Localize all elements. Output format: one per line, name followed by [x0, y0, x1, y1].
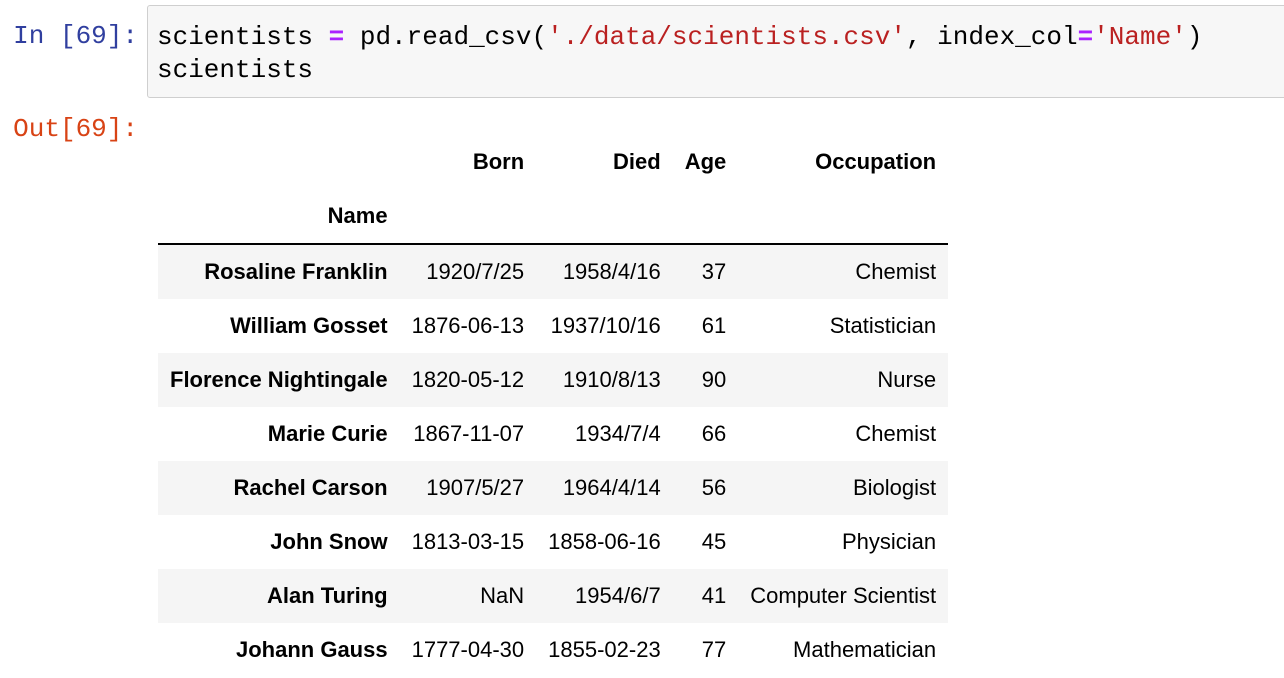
row-index-name: Rachel Carson [233, 475, 388, 500]
row-index-name: Florence Nightingale [170, 367, 388, 392]
input-prompt: In [69]: [13, 21, 138, 51]
table-row: Alan Turing NaN 1954/6/7 41 Computer Sci… [158, 569, 949, 623]
column-header-occupation: Occupation [815, 149, 937, 174]
cell-age: 41 [701, 583, 727, 608]
column-header-born: Born [472, 149, 525, 174]
table-row: Marie Curie 1867-11-07 1934/7/4 66 Chemi… [158, 407, 949, 461]
table-row: William Gosset 1876-06-13 1937/10/16 61 … [158, 299, 949, 353]
column-header-died: Died [613, 149, 661, 174]
index-name-header: Name [158, 189, 400, 245]
cell-age: 66 [701, 421, 727, 446]
code-editor[interactable]: scientists = pd.read_csv('./data/scienti… [157, 21, 1202, 87]
cell-age: 37 [701, 259, 727, 284]
code-token-operator: = [1077, 22, 1094, 52]
table-row: Florence Nightingale 1820-05-12 1910/8/1… [158, 353, 949, 407]
code-token: pd.read_csv( [344, 22, 548, 52]
code-token-operator: = [328, 22, 345, 52]
cell-age: 77 [701, 637, 727, 662]
row-index-name: John Snow [270, 529, 388, 554]
cell-died: 1910/8/13 [562, 367, 661, 392]
table-row: Rosaline Franklin 1920/7/25 1958/4/16 37… [158, 244, 949, 299]
cell-age: 45 [701, 529, 727, 554]
dataframe-table: Born Died Age Occupation Name Rosaline F… [158, 135, 949, 677]
cell-born: 1920/7/25 [426, 259, 525, 284]
row-index-name: Alan Turing [267, 583, 388, 608]
cell-born: 1867-11-07 [413, 421, 525, 446]
cell-born: 1820-05-12 [411, 367, 525, 392]
cell-born: 1907/5/27 [426, 475, 525, 500]
cell-died: 1937/10/16 [550, 313, 661, 338]
index-name-row: Name [158, 189, 949, 245]
column-header-row: Born Died Age Occupation [158, 135, 948, 189]
table-body: Rosaline Franklin 1920/7/25 1958/4/16 37… [158, 244, 949, 677]
cell-age: 56 [701, 475, 727, 500]
code-token-string: 'Name' [1093, 22, 1187, 52]
cell-born: 1813-03-15 [411, 529, 525, 554]
output-prompt: Out[69]: [13, 114, 138, 144]
cell-age: 90 [701, 367, 727, 392]
code-token: ) [1186, 22, 1203, 52]
code-line-1: scientists = pd.read_csv('./data/scienti… [157, 22, 1202, 52]
table-row: Johann Gauss 1777-04-30 1855-02-23 77 Ma… [158, 623, 949, 677]
column-header-age: Age [684, 149, 727, 174]
table-row: John Snow 1813-03-15 1858-06-16 45 Physi… [158, 515, 949, 569]
cell-occupation: Chemist [855, 259, 937, 284]
cell-died: 1958/4/16 [562, 259, 661, 284]
cell-occupation: Biologist [852, 475, 937, 500]
cell-died: 1934/7/4 [575, 421, 661, 446]
cell-born: 1777-04-30 [411, 637, 525, 662]
cell-died: 1858-06-16 [548, 529, 661, 554]
cell-born: 1876-06-13 [411, 313, 525, 338]
index-name-filler [536, 189, 673, 245]
code-token-string: './data/scientists.csv' [547, 22, 906, 52]
cell-occupation: Mathematician [793, 637, 937, 662]
cell-occupation: Chemist [855, 421, 937, 446]
index-name-filler [738, 189, 949, 245]
cell-occupation: Statistician [829, 313, 937, 338]
index-header-blank [158, 135, 400, 189]
row-index-name: Johann Gauss [236, 637, 388, 662]
code-input-area[interactable]: scientists = pd.read_csv('./data/scienti… [147, 5, 1284, 98]
row-index-name: Rosaline Franklin [204, 259, 388, 284]
cell-died: 1964/4/14 [562, 475, 661, 500]
code-token: , index_col [905, 22, 1078, 52]
cell-occupation: Computer Scientist [750, 583, 937, 608]
cell-occupation: Physician [841, 529, 937, 554]
code-line-2: scientists [157, 55, 314, 85]
cell-age: 61 [701, 313, 727, 338]
row-index-name: Marie Curie [267, 421, 388, 446]
code-token: scientists [157, 22, 329, 52]
cell-born: NaN [480, 583, 525, 608]
cell-died: 1855-02-23 [548, 637, 661, 662]
table-header: Born Died Age Occupation Name [158, 135, 949, 245]
cell-died: 1954/6/7 [575, 583, 661, 608]
table-row: Rachel Carson 1907/5/27 1964/4/14 56 Bio… [158, 461, 949, 515]
cell-occupation: Nurse [877, 367, 937, 392]
row-index-name: William Gosset [230, 313, 388, 338]
index-name-filler [399, 189, 537, 245]
index-name-filler [672, 189, 739, 245]
